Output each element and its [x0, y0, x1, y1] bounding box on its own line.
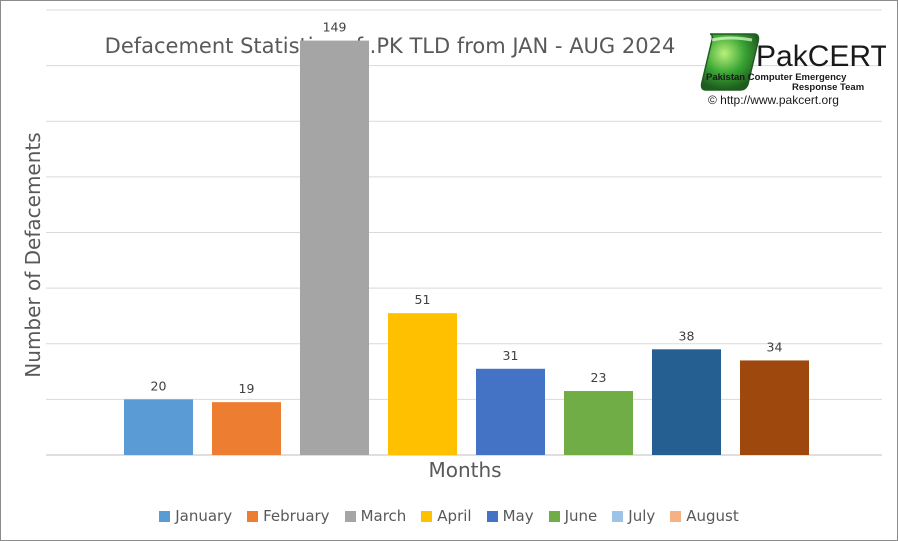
legend-label: August [686, 507, 739, 525]
legend-item-january: January [159, 507, 232, 525]
data-label-may: 31 [503, 348, 519, 363]
pakcert-logo-graphic: PakCERT Pakistan Computer Emergency Resp… [700, 33, 889, 107]
legend-label: July [628, 507, 656, 525]
pakcert-logo: PakCERT Pakistan Computer Emergency Resp… [696, 28, 889, 110]
logo-tagline-line2: Response Team [792, 82, 864, 93]
data-label-march: 149 [323, 20, 347, 35]
legend-swatch [548, 510, 560, 522]
bar-may [476, 368, 545, 455]
chart-title: Defacement Statistics of .PK TLD from JA… [104, 34, 676, 58]
legend-item-april: April [421, 507, 472, 525]
legend-swatch [159, 510, 171, 522]
legend-label: February [263, 507, 330, 525]
legend-item-march: March [344, 507, 407, 525]
bar-august [740, 360, 809, 455]
legend-swatch [486, 510, 498, 522]
data-label-april: 51 [415, 292, 431, 307]
legend-item-july: July [612, 507, 655, 525]
logo-wordmark: PakCERT [756, 40, 886, 73]
legend-item-may: May [486, 507, 534, 525]
bar-june [564, 391, 633, 455]
legend-swatch [344, 510, 356, 522]
legend-label: June [564, 507, 598, 525]
chart-legend: January February March April May June July Augu… [0, 507, 898, 525]
legend-label: May [502, 507, 534, 525]
legend-label: March [360, 507, 407, 525]
legend-item-february: February [247, 507, 330, 525]
data-label-july: 38 [679, 328, 695, 343]
data-label-august: 34 [767, 339, 783, 354]
data-label-january: 20 [151, 378, 167, 393]
legend-item-june: June [548, 507, 598, 525]
logo-url: © http://www.pakcert.org [708, 93, 839, 107]
legend-swatch [670, 510, 682, 522]
legend-item-august: August [670, 507, 739, 525]
bar-april [388, 313, 457, 455]
bar-july [652, 349, 721, 455]
bar-march [300, 40, 369, 455]
x-axis-label: Months [428, 458, 502, 482]
legend-swatch [421, 510, 433, 522]
bar-february [212, 402, 281, 455]
bar-january [124, 399, 193, 455]
legend-swatch [247, 510, 259, 522]
data-label-february: 19 [239, 381, 255, 396]
legend-label: April [437, 507, 472, 525]
legend-swatch [612, 510, 624, 522]
data-label-june: 23 [591, 370, 607, 385]
legend-label: January [175, 507, 233, 525]
logo-tagline-line1: Pakistan Computer Emergency [706, 72, 847, 83]
